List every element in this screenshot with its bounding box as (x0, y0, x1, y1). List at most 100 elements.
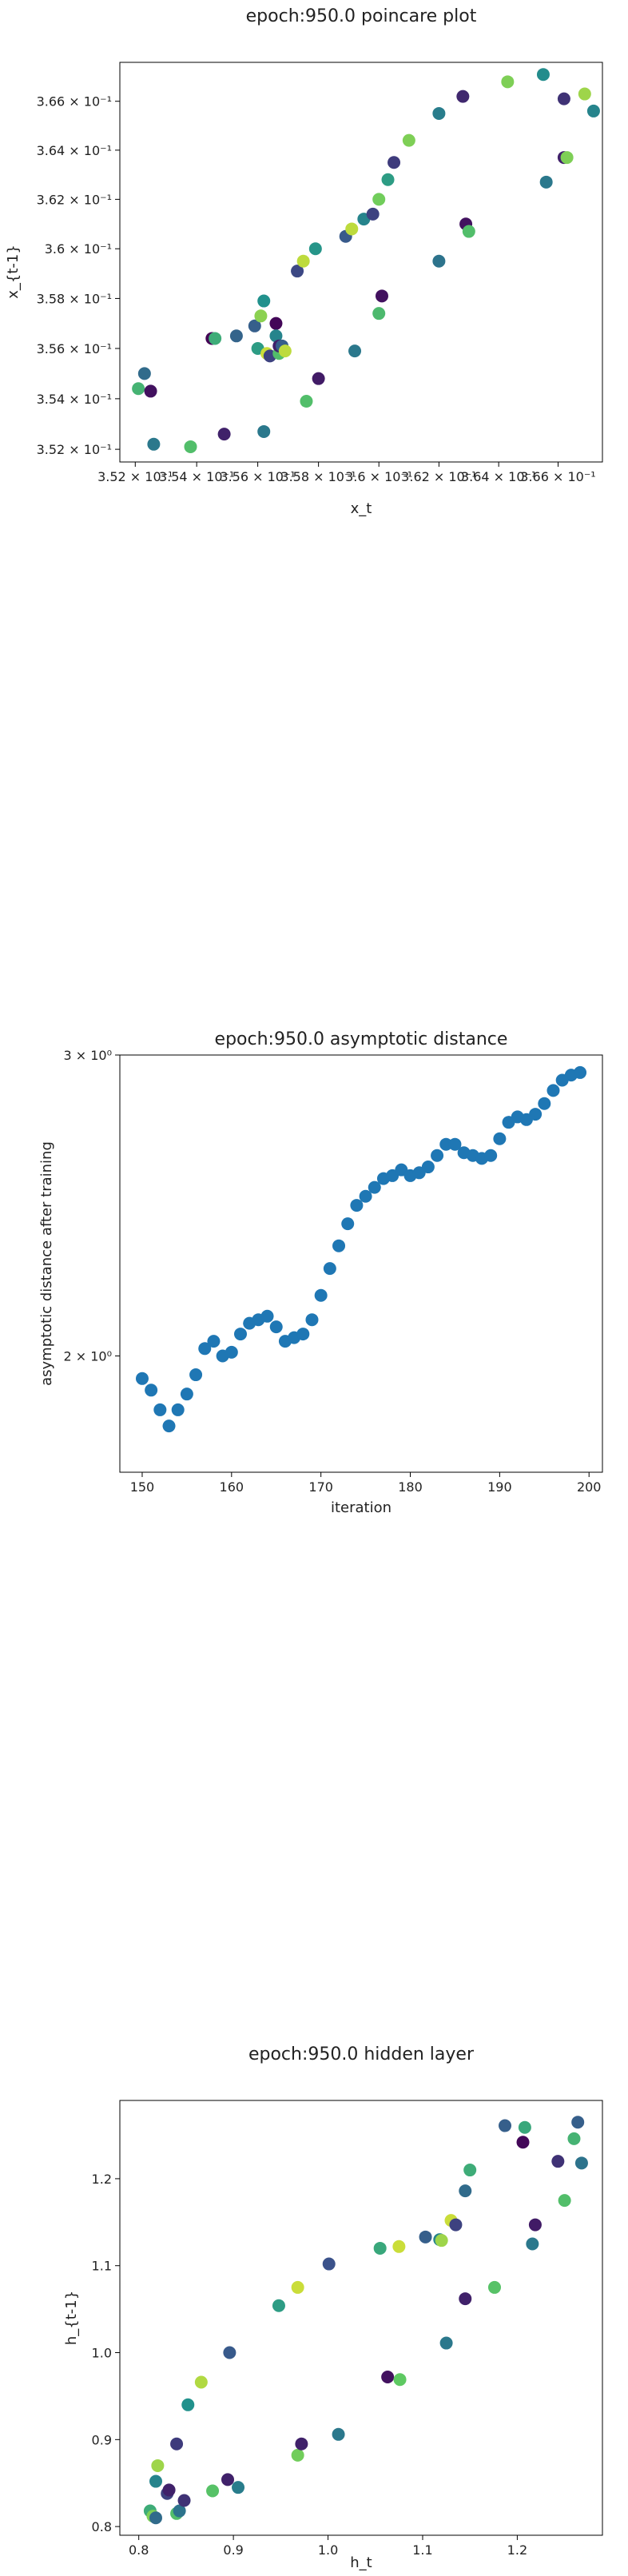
asymptotic-distance-point (538, 1097, 550, 1110)
asymptotic-distance-xtick-label: 160 (220, 1479, 244, 1495)
poincare-plot-ytick-label: 3.6 × 10⁻¹ (45, 241, 112, 257)
hidden-layer-xtick-label: 0.8 (129, 2542, 149, 2558)
poincare-plot-point (279, 344, 292, 357)
asymptotic-distance-point (431, 1149, 443, 1162)
hidden-layer-point (206, 2485, 219, 2498)
asymptotic-distance-ytick-label: 2 × 10⁰ (63, 1349, 112, 1364)
asymptotic-distance-point (305, 1313, 318, 1326)
hidden-layer-xtick-label: 1.2 (507, 2542, 527, 2558)
hidden-layer-point (170, 2438, 183, 2451)
hidden-layer-point (181, 2399, 194, 2411)
poincare-plot-point (312, 372, 325, 385)
poincare-plot-ytick-label: 3.54 × 10⁻¹ (37, 392, 112, 407)
hidden-layer-point (292, 2449, 304, 2462)
poincare-plot-point (218, 428, 231, 440)
hidden-layer-point (419, 2231, 432, 2244)
hidden-layer-point (149, 2475, 162, 2488)
hidden-layer-point (440, 2337, 453, 2350)
asymptotic-distance-ytick-label: 3 × 10⁰ (63, 1048, 112, 1063)
hidden-layer-title: epoch:950.0 hidden layer (248, 2044, 475, 2064)
poincare-plot-point (138, 367, 151, 380)
asymptotic-distance-xlabel: iteration (331, 1499, 392, 1516)
poincare-plot-point (372, 307, 385, 320)
poincare-plot-xtick-label: 3.66 × 10⁻¹ (520, 469, 595, 484)
poincare-plot-point (561, 151, 574, 164)
poincare-plot-point (257, 295, 270, 308)
poincare-plot-point (372, 193, 385, 205)
hidden-layer-xtick-label: 0.9 (223, 2542, 243, 2558)
poincare-plot-ytick-label: 3.58 × 10⁻¹ (37, 291, 112, 306)
hidden-layer-point (272, 2299, 285, 2312)
hidden-layer-point (459, 2292, 471, 2305)
poincare-plot-ytick-label: 3.56 × 10⁻¹ (37, 341, 112, 356)
asymptotic-distance-point (270, 1320, 283, 1333)
asymptotic-distance-point (136, 1372, 149, 1385)
asymptotic-distance-title: epoch:950.0 asymptotic distance (215, 1029, 508, 1049)
hidden-layer-point (519, 2121, 531, 2134)
asymptotic-distance-point (172, 1403, 185, 1416)
hidden-layer-ytick-label: 1.2 (92, 2172, 112, 2187)
asymptotic-distance-point (422, 1161, 435, 1173)
hidden-layer-point (449, 2219, 462, 2232)
poincare-plot-point (269, 317, 282, 330)
poincare-plot-point (147, 438, 160, 451)
poincare-plot-point (432, 255, 445, 268)
poincare-plot-frame (120, 62, 602, 462)
hidden-layer-xlabel: h_t (350, 2554, 372, 2571)
asymptotic-distance-chart: epoch:950.0 asymptotic distance 150 160 17… (0, 1023, 628, 1519)
hidden-layer-point (151, 2459, 164, 2472)
asymptotic-distance-point (153, 1403, 166, 1416)
hidden-layer-point (374, 2242, 387, 2255)
hidden-layer-point (221, 2473, 234, 2486)
asymptotic-distance-xtick-label: 190 (487, 1479, 512, 1495)
poincare-plot-point (209, 332, 221, 344)
poincare-plot-point (558, 93, 570, 106)
poincare-plot-point (587, 105, 600, 117)
hidden-layer-point (575, 2156, 588, 2169)
hidden-layer-point (517, 2136, 530, 2148)
poincare-plot-point (501, 75, 514, 88)
poincare-plot-point (367, 208, 380, 221)
hidden-layer-point (232, 2481, 244, 2494)
hidden-layer-point (529, 2219, 542, 2232)
asymptotic-distance-point (296, 1328, 309, 1340)
poincare-plot-point (403, 134, 415, 147)
asymptotic-distance-point (145, 1384, 157, 1396)
hidden-layer-point (223, 2347, 236, 2359)
poincare-plot-point (463, 225, 475, 238)
poincare-plot-point (388, 156, 400, 169)
hidden-layer-ytick-label: 1.1 (92, 2259, 112, 2274)
poincare-plot-point (132, 382, 145, 395)
poincare-plot-point (230, 329, 243, 342)
asymptotic-distance-point (181, 1388, 193, 1400)
hidden-layer-ytick-label: 1.0 (92, 2346, 112, 2361)
poincare-plot-point (254, 309, 267, 322)
poincare-plot-point (309, 242, 322, 255)
poincare-plot-point (348, 344, 361, 357)
hidden-layer-ylabel: h_{t-1} (63, 2291, 80, 2345)
asymptotic-distance-point (341, 1217, 354, 1230)
hidden-layer-chart: epoch:950.0 hidden layer 0.8 0.9 1.0 1.1 1.2… (0, 2038, 628, 2576)
hidden-layer-frame (120, 2100, 602, 2535)
hidden-layer-point (463, 2164, 476, 2176)
asymptotic-distance-point (574, 1066, 586, 1079)
poincare-plot-point (537, 68, 550, 81)
hidden-layer-point (551, 2155, 564, 2168)
asymptotic-distance-ylabel: asymptotic distance after training (38, 1141, 55, 1386)
hidden-layer-point (488, 2281, 501, 2294)
hidden-layer-point (435, 2234, 448, 2247)
poincare-plot-point (382, 173, 395, 186)
poincare-plot-point (297, 255, 310, 268)
poincare-plot-ytick-label: 3.52 × 10⁻¹ (37, 442, 112, 457)
hidden-layer-ytick-label: 0.9 (92, 2432, 112, 2447)
asymptotic-distance-point (261, 1310, 274, 1323)
asymptotic-distance-point (207, 1335, 220, 1348)
poincare-plot-ytick-label: 3.62 × 10⁻¹ (37, 192, 112, 207)
hidden-layer-xtick-label: 1.1 (412, 2542, 432, 2558)
poincare-plot-point (145, 384, 157, 397)
hidden-layer-point (149, 2511, 162, 2524)
poincare-plot-chart: epoch:950.0 poincare plot 3.52 × 10⁻¹3.5… (0, 0, 628, 520)
asymptotic-distance-xtick-label: 180 (398, 1479, 423, 1495)
asymptotic-distance-xtick-label: 170 (308, 1479, 333, 1495)
asymptotic-distance-point (315, 1289, 328, 1302)
